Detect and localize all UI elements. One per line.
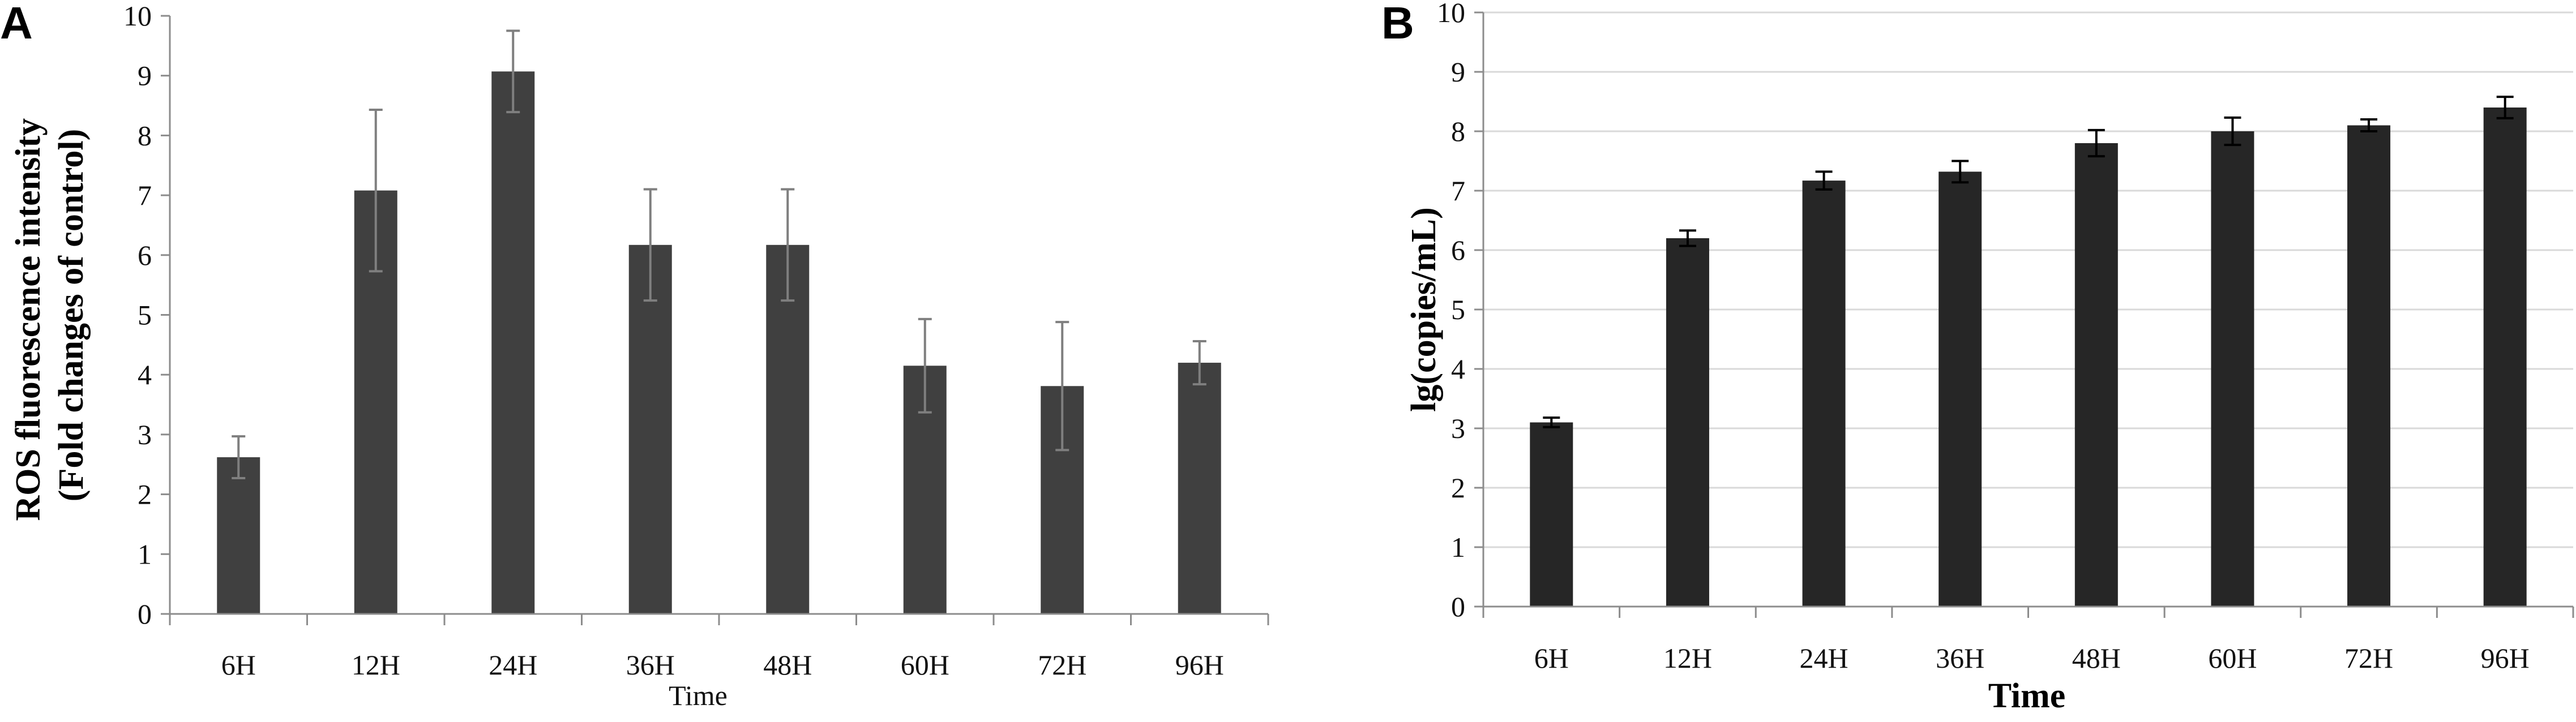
y-tick-label: 2 bbox=[1451, 472, 1465, 504]
panel-b-y-tick-labels: 0 1 2 3 4 5 6 7 8 9 10 bbox=[1437, 0, 1465, 622]
y-tick-label: 0 bbox=[138, 598, 152, 630]
error-bar-72h bbox=[2360, 118, 2378, 132]
x-tick-label-60h: 60H bbox=[2208, 642, 2257, 674]
y-tick-label: 4 bbox=[1451, 353, 1465, 385]
panel-a-y-axis-label-line1: ROS fluorescence intensity bbox=[9, 118, 48, 521]
bar-48h bbox=[766, 244, 810, 614]
bar-12h bbox=[1666, 238, 1709, 607]
y-tick-label: 8 bbox=[1451, 115, 1465, 147]
x-tick-label-6h: 6H bbox=[221, 649, 256, 681]
bar-36h bbox=[628, 244, 672, 614]
bar-96h bbox=[2483, 108, 2527, 607]
error-bar-48h bbox=[781, 188, 795, 302]
bar-36h bbox=[1939, 171, 1982, 607]
panel-a-chart: A 0 1 2 3 4 5 6 7 8 9 10 6H 12H 24H 36H 48H 60H 72H 96H T… bbox=[0, 0, 1269, 711]
y-tick-label: 3 bbox=[1451, 412, 1465, 444]
x-tick-label-6h: 6H bbox=[1534, 642, 1569, 674]
x-tick-label-72h: 72H bbox=[1038, 649, 1086, 681]
panel-b-x-tick-labels: 6H 12H 24H 36H 48H 60H 72H 96H bbox=[1534, 642, 2530, 674]
error-bar-36h bbox=[643, 188, 657, 302]
bar-6h bbox=[1530, 422, 1573, 607]
y-tick-label: 1 bbox=[138, 538, 152, 570]
error-bar-72h bbox=[1055, 321, 1069, 452]
error-bar-96h bbox=[2496, 96, 2514, 119]
x-tick-label-48h: 48H bbox=[763, 649, 812, 681]
error-bar-60h bbox=[2224, 116, 2241, 147]
panel-b-chart: B 0 1 2 3 4 5 6 7 8 9 10 6H 12H 24H 36H 48H 60H 72H 96H T… bbox=[1381, 0, 2574, 715]
panel-a-x-axis-label: Time bbox=[669, 680, 728, 711]
panel-a-bars bbox=[217, 71, 1221, 614]
panel-b-gridlines bbox=[1483, 11, 2573, 548]
x-tick-label-36h: 36H bbox=[626, 649, 675, 681]
panel-b-x-axis-label: Time bbox=[1988, 677, 2066, 715]
panel-a-letter: A bbox=[0, 0, 33, 48]
y-tick-label: 7 bbox=[1451, 175, 1465, 207]
panel-b-y-axis-label: lg(copies/mL) bbox=[1405, 207, 1443, 412]
x-tick-label-36h: 36H bbox=[1936, 642, 1984, 674]
panel-b-bars bbox=[1530, 108, 2527, 607]
x-tick-label-12h: 12H bbox=[352, 649, 400, 681]
error-bar-12h bbox=[369, 108, 383, 273]
y-tick-label: 5 bbox=[138, 299, 152, 331]
error-bar-12h bbox=[1679, 229, 1696, 247]
error-bar-6h bbox=[1543, 416, 1560, 428]
error-bar-96h bbox=[1192, 340, 1206, 386]
y-tick-label: 9 bbox=[1451, 56, 1465, 88]
panel-a-error-bars bbox=[232, 29, 1206, 480]
panel-a-y-tick-labels: 0 1 2 3 4 5 6 7 8 9 10 bbox=[123, 0, 152, 630]
error-bar-6h bbox=[232, 435, 246, 480]
bar-24h bbox=[491, 71, 535, 614]
panel-a-x-tick-labels: 6H 12H 24H 36H 48H 60H 72H 96H bbox=[221, 649, 1224, 681]
bar-6h bbox=[217, 457, 260, 614]
panel-b-y-tick-marks bbox=[1474, 11, 1483, 608]
y-tick-label: 5 bbox=[1451, 294, 1465, 325]
panel-a-x-tick-marks bbox=[169, 614, 1269, 625]
bar-96h bbox=[1178, 363, 1221, 614]
panel-b-error-bars bbox=[1543, 96, 2514, 428]
y-tick-label: 6 bbox=[138, 239, 152, 271]
x-tick-label-24h: 24H bbox=[489, 649, 537, 681]
error-bar-24h bbox=[506, 29, 520, 114]
y-tick-label: 3 bbox=[138, 419, 152, 450]
bar-48h bbox=[2074, 143, 2118, 607]
x-tick-label-48h: 48H bbox=[2072, 642, 2121, 674]
y-tick-label: 9 bbox=[138, 60, 152, 92]
y-tick-label: 10 bbox=[1437, 0, 1465, 28]
x-tick-label-24h: 24H bbox=[1800, 642, 1848, 674]
y-tick-label: 0 bbox=[1451, 591, 1465, 622]
x-tick-label-72h: 72H bbox=[2344, 642, 2393, 674]
panel-a-y-axis-label: ROS fluorescence intensity (Fold changes… bbox=[9, 109, 91, 521]
panel-a-y-tick-marks bbox=[161, 15, 170, 615]
x-tick-label-12h: 12H bbox=[1663, 642, 1712, 674]
y-tick-label: 6 bbox=[1451, 234, 1465, 266]
bar-72h bbox=[2347, 125, 2391, 607]
y-tick-label: 7 bbox=[138, 179, 152, 211]
error-bar-60h bbox=[918, 317, 932, 414]
x-tick-label-96h: 96H bbox=[1175, 649, 1224, 681]
bar-24h bbox=[1802, 180, 1846, 607]
y-tick-label: 4 bbox=[138, 359, 152, 390]
panel-b-x-tick-marks bbox=[1482, 607, 2574, 618]
y-tick-label: 8 bbox=[138, 119, 152, 151]
panel-a-y-axis-label-line2: (Fold changes of control) bbox=[52, 129, 91, 501]
error-bar-24h bbox=[1815, 170, 1833, 191]
error-bar-48h bbox=[2087, 128, 2105, 158]
x-tick-label-96h: 96H bbox=[2481, 642, 2530, 674]
y-tick-label: 1 bbox=[1451, 531, 1465, 563]
y-tick-label: 2 bbox=[138, 479, 152, 510]
y-tick-label: 10 bbox=[123, 0, 152, 32]
error-bar-36h bbox=[1952, 160, 1969, 184]
x-tick-label-60h: 60H bbox=[901, 649, 949, 681]
bar-60h bbox=[2211, 131, 2254, 607]
panel-b-letter: B bbox=[1381, 0, 1414, 48]
